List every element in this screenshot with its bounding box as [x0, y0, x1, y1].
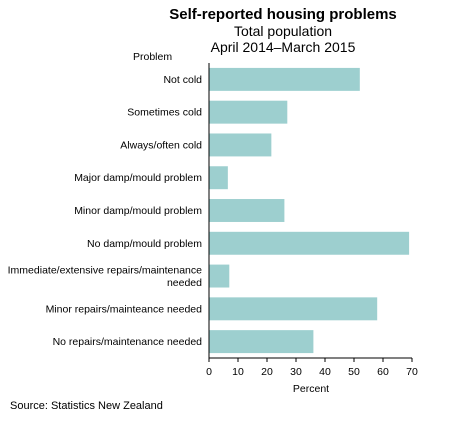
category-label-line: Minor damp/mould problem [74, 205, 202, 217]
category-label-line: Minor repairs/mainteance needed [46, 303, 203, 315]
x-tick-label: 20 [261, 366, 273, 378]
category-label: Minor repairs/mainteance needed [46, 303, 203, 315]
category-label-line: Immediate/extensive repairs/maintenance [8, 264, 203, 276]
bar [209, 100, 288, 124]
category-label-line: Always/often cold [120, 139, 202, 151]
bar [209, 166, 228, 190]
x-tick-label: 0 [206, 366, 212, 378]
chart-title: Self-reported housing problems [169, 6, 397, 23]
category-label-line: Major damp/mould problem [74, 172, 202, 184]
category-label: Not cold [163, 74, 202, 86]
category-label-line: Sometimes cold [127, 107, 202, 119]
category-label-line: No repairs/maintenance needed [53, 336, 203, 348]
bar [209, 264, 230, 288]
x-tick-label: 30 [290, 366, 302, 378]
bars-group [209, 67, 410, 354]
chart-source: Source: Statistics New Zealand [10, 400, 163, 412]
bar [209, 133, 272, 157]
bar [209, 297, 378, 321]
category-label: No damp/mould problem [87, 238, 202, 250]
bar [209, 67, 360, 91]
category-label: Immediate/extensive repairs/maintenance n… [8, 264, 203, 289]
y-axis-title: Problem [133, 51, 172, 63]
bar [209, 330, 314, 354]
category-label: Always/often cold [120, 139, 202, 151]
x-tick-label: 10 [232, 366, 244, 378]
x-ticks-group: 0 10 20 30 40 50 60 70 [206, 358, 418, 378]
category-label: Sometimes cold [127, 107, 202, 119]
category-label: No repairs/maintenance needed [53, 336, 203, 348]
category-label-line: needed [167, 277, 202, 289]
bar [209, 199, 285, 222]
category-label-line: No damp/mould problem [87, 238, 202, 250]
x-tick-label: 50 [348, 366, 360, 378]
x-tick-label: 70 [406, 366, 418, 378]
category-label: Major damp/mould problem [74, 172, 202, 184]
category-label-line: Not cold [163, 74, 202, 86]
category-label: Minor damp/mould problem [74, 205, 202, 217]
x-axis-title: Percent [293, 383, 329, 395]
x-tick-label: 40 [319, 366, 331, 378]
category-labels-group: Not cold Sometimes cold Always/often cold M… [8, 74, 203, 348]
bar [209, 231, 410, 255]
chart-subtitle-period: April 2014–March 2015 [211, 39, 356, 55]
chart-subtitle-population: Total population [234, 23, 332, 39]
x-tick-label: 60 [377, 366, 389, 378]
